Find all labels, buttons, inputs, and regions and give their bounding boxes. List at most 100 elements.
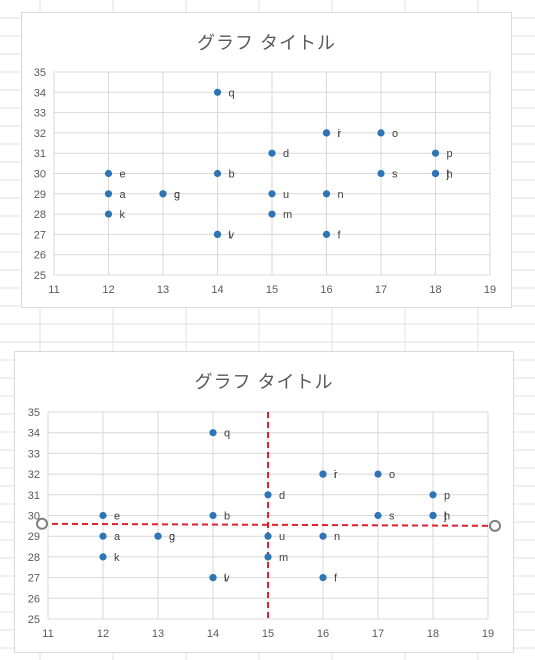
- data-label: n: [338, 189, 344, 201]
- chart-title[interactable]: グラフ タイトル: [194, 372, 334, 392]
- data-point: [322, 230, 331, 238]
- y-tick-label: 28: [28, 552, 40, 564]
- data-label: c: [174, 189, 180, 201]
- plot-area: 11 12 13 14 15 16 17 18 19 25 26 27 28 29 30 31 32 33 34 35…: [28, 407, 501, 640]
- data-label: d: [283, 148, 289, 160]
- data-point: [104, 210, 113, 218]
- y-tick-label: 33: [28, 448, 40, 460]
- data-point: [99, 553, 107, 561]
- data-label: o: [392, 128, 398, 140]
- y-tick-label: 29: [28, 531, 40, 543]
- y-tick-label: 31: [34, 148, 46, 160]
- data-point: [209, 574, 217, 582]
- data-label: g: [174, 189, 180, 201]
- scatter-chart-original[interactable]: グラフ タイトル 11 12 13 14 15 16 17 18 19 25 26 27 28 29 30 3…: [21, 12, 512, 308]
- data-point: [159, 190, 167, 198]
- data-label: a: [114, 531, 121, 543]
- y-tick-label: 28: [34, 209, 46, 221]
- data-label: t: [444, 511, 447, 523]
- data-label: r: [334, 469, 338, 481]
- data-label: m: [283, 209, 292, 221]
- y-tick-label: 30: [34, 169, 46, 181]
- data-point: [154, 532, 162, 540]
- data-label: f: [334, 573, 338, 585]
- x-tick-label: 15: [262, 628, 274, 640]
- data-label: p: [444, 490, 450, 502]
- data-point: [377, 169, 385, 178]
- data-point: [104, 190, 113, 198]
- data-label: u: [283, 189, 289, 201]
- y-tick-label: 32: [28, 469, 40, 481]
- x-tick-label: 15: [266, 284, 278, 296]
- data-label: v: [229, 229, 235, 241]
- data-label: v: [224, 573, 230, 585]
- guide-handle-right: [489, 519, 501, 532]
- data-point: [268, 149, 276, 157]
- chart-title[interactable]: グラフ タイトル: [196, 33, 336, 53]
- data-point: [322, 129, 331, 137]
- data-point: [264, 491, 272, 499]
- x-tick-label: 17: [375, 284, 387, 296]
- data-label: s: [389, 511, 395, 523]
- data-point: [374, 470, 382, 478]
- x-tick-label: 16: [320, 284, 332, 296]
- data-label: j: [446, 169, 449, 181]
- data-label: i: [338, 128, 340, 140]
- data-point: [319, 574, 327, 582]
- data-point: [374, 511, 382, 520]
- data-label: u: [279, 531, 285, 543]
- data-point: [268, 210, 276, 218]
- y-tick-label: 34: [28, 428, 40, 440]
- data-label: a: [120, 189, 127, 201]
- data-label: s: [392, 169, 398, 181]
- data-point: [322, 190, 331, 198]
- x-tick-label: 13: [157, 284, 169, 296]
- y-tick-label: 35: [34, 67, 46, 79]
- x-tick-label: 12: [97, 628, 109, 640]
- data-label: o: [389, 469, 395, 481]
- data-point: [99, 511, 107, 520]
- x-tick-label: 19: [482, 628, 494, 640]
- x-tick-label: 18: [427, 628, 439, 640]
- y-tick-label: 30: [28, 511, 40, 523]
- y-tick-label: 31: [28, 490, 40, 502]
- data-point: [319, 470, 327, 478]
- data-label: d: [279, 490, 285, 502]
- data-label: g: [169, 531, 175, 543]
- y-tick-label: 26: [34, 250, 46, 262]
- data-label: m: [279, 552, 288, 564]
- x-tick-label: 19: [484, 284, 496, 296]
- y-tick-label: 34: [34, 87, 46, 99]
- data-point: [213, 169, 222, 178]
- data-label: n: [334, 531, 340, 543]
- data-point: [431, 149, 440, 157]
- data-label: i: [334, 469, 336, 481]
- y-tick-label: 26: [28, 593, 40, 605]
- x-tick-label: 11: [42, 628, 53, 640]
- data-label: l: [224, 573, 226, 585]
- data-label: k: [120, 209, 126, 221]
- x-tick-label: 14: [207, 628, 219, 640]
- data-point: [429, 511, 437, 520]
- data-label: b: [224, 511, 230, 523]
- x-tick-label: 11: [48, 284, 59, 296]
- x-tick-label: 17: [372, 628, 384, 640]
- data-label: p: [447, 148, 453, 160]
- data-point: [213, 88, 222, 96]
- x-tick-label: 13: [152, 628, 164, 640]
- data-point: [213, 230, 222, 238]
- data-label: t: [447, 169, 450, 181]
- data-point: [209, 429, 217, 437]
- data-label: q: [224, 428, 230, 440]
- x-tick-label: 12: [102, 284, 114, 296]
- data-point: [209, 511, 217, 520]
- y-tick-label: 32: [34, 128, 46, 140]
- data-label: h: [447, 169, 453, 181]
- data-label: b: [229, 169, 235, 181]
- scatter-chart-with-guides[interactable]: グラフ タイトル 11 12 13 14 15 16 17 18 19 25 26 27 28 29 30 3…: [14, 351, 514, 653]
- y-tick-label: 27: [34, 229, 46, 241]
- data-label: q: [229, 87, 235, 99]
- horizontal-guide-line: [41, 522, 496, 527]
- data-label: c: [169, 531, 175, 543]
- y-tick-label: 27: [28, 573, 40, 585]
